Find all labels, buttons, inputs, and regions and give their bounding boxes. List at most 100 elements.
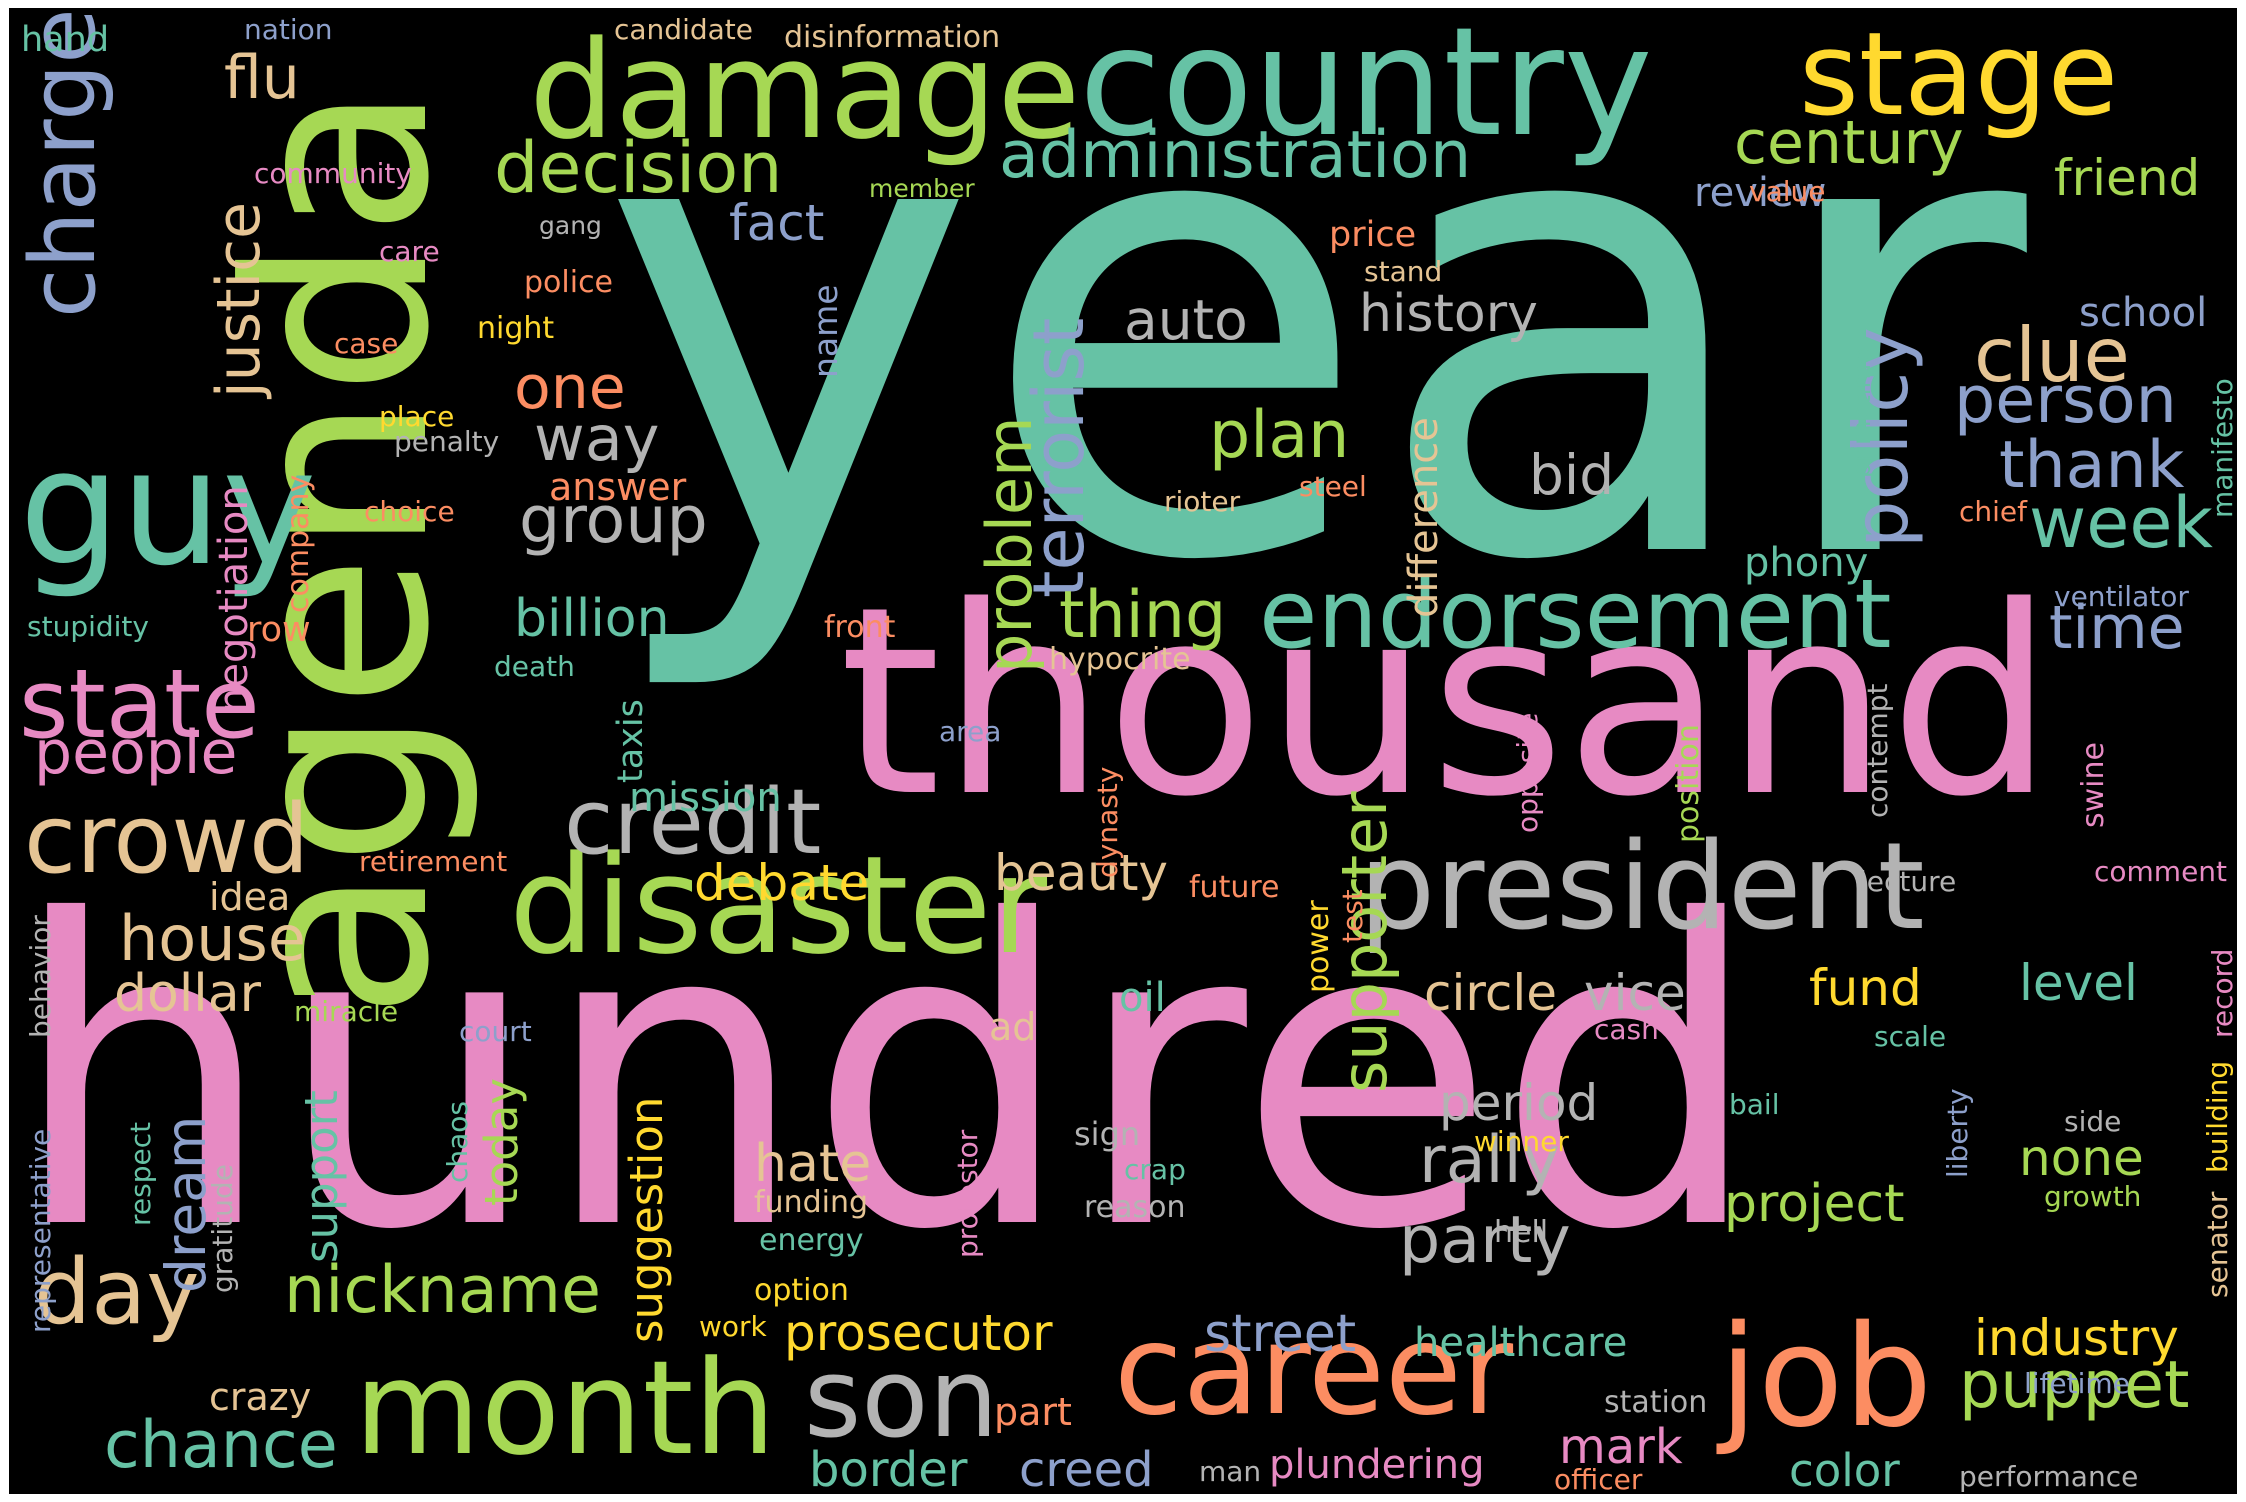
cloud-word: growth [2044, 1180, 2142, 1213]
cloud-word: vice [1584, 964, 1686, 1022]
cloud-word: death [494, 650, 575, 683]
cloud-word: flu [224, 43, 300, 113]
cloud-word: endorsement [1259, 560, 1892, 670]
cloud-word: sign [1074, 1115, 1141, 1153]
cloud-word: party [1399, 1203, 1571, 1278]
cloud-word: country [1079, 8, 1653, 170]
cloud-word: area [939, 715, 1002, 748]
cloud-word: liberty [1941, 1088, 1974, 1178]
cloud-word: police [524, 265, 614, 300]
cloud-word: ventilator [2054, 580, 2189, 613]
cloud-word: performance [1959, 1460, 2139, 1493]
cloud-word: house [119, 902, 306, 975]
cloud-word: mark [1559, 1419, 1683, 1475]
cloud-word: station [1604, 1385, 1708, 1420]
cloud-word: row [247, 610, 311, 650]
cloud-word: community [254, 157, 412, 190]
cloud-word: side [2064, 1105, 2122, 1138]
cloud-word: fund [1809, 959, 1922, 1017]
cloud-word: career [1114, 1298, 1514, 1443]
cloud-word: damage [529, 12, 1081, 169]
cloud-word: rally [1419, 1123, 1561, 1198]
cloud-word: person [1954, 363, 2177, 438]
cloud-word: building [2201, 1060, 2234, 1173]
cloud-word: bail [1729, 1088, 1780, 1121]
cloud-word: crazy [209, 1375, 312, 1419]
cloud-word: people [34, 718, 238, 788]
cloud-word: part [994, 1390, 1072, 1434]
cloud-word: officer [1554, 1463, 1643, 1494]
cloud-word: color [1789, 1444, 1900, 1494]
cloud-word: winner [1474, 1125, 1569, 1158]
cloud-word: chaos [441, 1100, 474, 1183]
cloud-word: contempt [1861, 683, 1894, 818]
cloud-word: group [519, 483, 708, 558]
cloud-word: oil [1119, 975, 1166, 1021]
cloud-word: disinformation [784, 20, 1001, 55]
cloud-word: thing [1059, 578, 1227, 653]
cloud-word: border [809, 1442, 968, 1494]
cloud-word: member [869, 174, 975, 203]
cloud-word: funding [754, 1185, 869, 1220]
word-cloud: year hundred thousand agenda country damage st… [9, 8, 2237, 1494]
cloud-word: justice [204, 201, 274, 398]
cloud-word: name [806, 284, 845, 378]
cloud-word: rioter [1164, 485, 1241, 518]
cloud-word: century [1734, 108, 1964, 178]
cloud-word: son [804, 1334, 999, 1462]
cloud-word: taxis [611, 699, 651, 783]
cloud-word: way [534, 402, 660, 475]
cloud-word: nickname [284, 1253, 601, 1328]
cloud-word: healthcare [1414, 1320, 1628, 1366]
cloud-word: hypocrite [1049, 642, 1191, 677]
cloud-word: stand [1364, 255, 1443, 288]
cloud-word: one [514, 353, 626, 423]
cloud-word: thank [1999, 428, 2185, 503]
cloud-word: test [1336, 889, 1369, 943]
cloud-word: review [1694, 170, 1827, 216]
cloud-word: school [2079, 290, 2208, 336]
cloud-word: circle [1424, 964, 1557, 1022]
cloud-word: credit [564, 770, 822, 875]
cloud-word: gratitude [206, 1164, 239, 1293]
cloud-word: candidate [614, 13, 753, 46]
cloud-word: today [475, 1078, 528, 1206]
cloud-word: comment [2094, 855, 2228, 888]
cloud-word: lecture [1859, 865, 1957, 898]
cloud-word: crap [1124, 1153, 1186, 1186]
cloud-word: respect [124, 1121, 157, 1226]
cloud-word: prosecutor [784, 1304, 1053, 1362]
cloud-word: problem [973, 416, 1046, 673]
cloud-word: energy [759, 1223, 864, 1258]
cloud-word: future [1189, 870, 1280, 905]
cloud-word: mission [629, 775, 782, 821]
cloud-word: work [699, 1310, 767, 1343]
cloud-word: bid [1529, 443, 1615, 507]
cloud-word: manifesto [2206, 378, 2237, 518]
cloud-word: choice [364, 495, 455, 528]
cloud-word: disaster [509, 827, 1048, 984]
cloud-word: level [2019, 954, 2138, 1012]
cloud-word: hand [21, 20, 110, 60]
cloud-word: difference [1401, 417, 1447, 618]
cloud-word: beauty [994, 844, 1169, 902]
cloud-word: period [1439, 1074, 1599, 1132]
cloud-word: hundred [9, 833, 1763, 1322]
cloud-word: case [334, 327, 399, 360]
cloud-word: reason [1084, 1190, 1186, 1225]
cloud-word: power [1301, 900, 1336, 993]
cloud-word: night [477, 311, 555, 346]
cloud-word: lifetime [2024, 1367, 2130, 1400]
cloud-word: plan [1209, 398, 1350, 473]
cloud-word: none [2019, 1129, 2144, 1187]
cloud-word: behavior [24, 915, 57, 1038]
cloud-word: court [459, 1015, 532, 1048]
cloud-word: year [599, 8, 2027, 700]
cloud-word: job [1719, 1296, 1933, 1459]
cloud-word: industry [1974, 1309, 2179, 1367]
cloud-word: friend [2054, 149, 2201, 207]
cloud-word: fact [729, 194, 825, 252]
cloud-word: company [281, 474, 316, 613]
cloud-word: history [1359, 284, 1538, 344]
cloud-word: senator [2201, 1191, 2234, 1298]
